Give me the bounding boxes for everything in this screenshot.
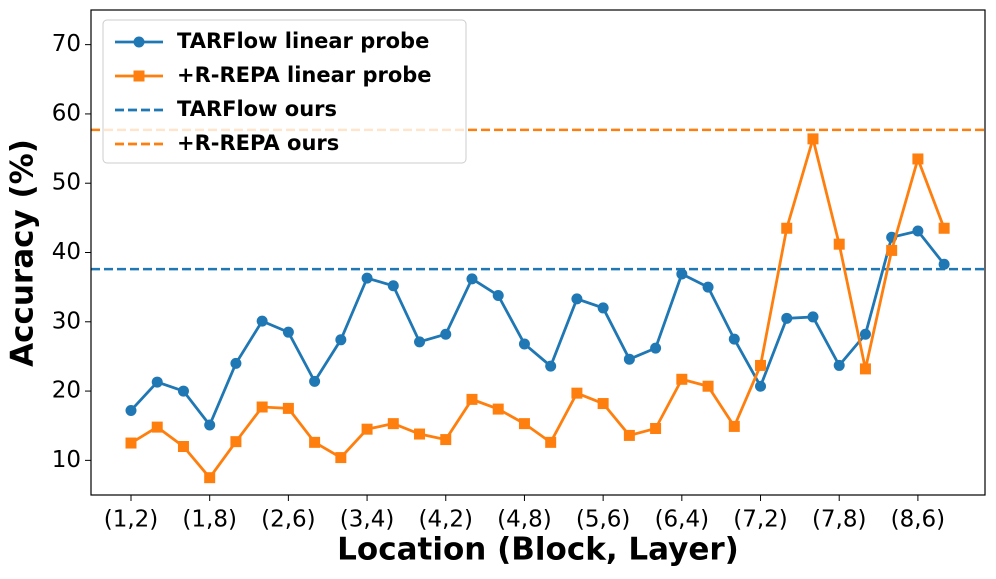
point	[518, 338, 530, 350]
point	[151, 421, 163, 433]
point	[912, 225, 924, 237]
point	[282, 402, 294, 414]
point	[545, 436, 557, 448]
point	[177, 385, 189, 397]
x-tick-label: (7,8)	[812, 507, 867, 533]
legend-marker	[133, 36, 145, 48]
point	[361, 272, 373, 284]
x-axis-label: Location (Block, Layer)	[337, 532, 739, 568]
point	[781, 312, 793, 324]
point	[807, 311, 819, 323]
legend-label: TARFlow linear probe	[177, 29, 429, 53]
point	[597, 398, 609, 410]
point	[414, 428, 426, 440]
x-tick-label: (1,8)	[182, 507, 237, 533]
point	[256, 401, 268, 413]
x-tick-label: (4,8)	[497, 507, 552, 533]
point	[204, 472, 216, 484]
y-tick-label: 10	[52, 447, 81, 473]
point	[650, 422, 662, 434]
point	[676, 373, 688, 385]
point	[938, 222, 950, 234]
point	[335, 334, 347, 346]
y-axis-label: Accuracy (%)	[5, 139, 41, 367]
y-tick-label: 40	[52, 239, 81, 265]
point	[335, 452, 347, 464]
point	[938, 258, 950, 270]
point	[781, 222, 793, 234]
series-line	[130, 133, 946, 480]
point	[204, 419, 216, 431]
legend-label: TARFlow ours	[177, 97, 337, 121]
point	[414, 336, 426, 348]
x-tick-label: (3,4)	[340, 507, 395, 533]
point	[702, 281, 714, 293]
x-tick-label: (8,6)	[891, 507, 946, 533]
point	[230, 357, 242, 369]
x-tick-label: (2,6)	[261, 507, 316, 533]
point	[623, 353, 635, 365]
legend-box	[102, 19, 467, 164]
point	[571, 293, 583, 305]
x-tick-label: (4,2)	[418, 507, 473, 533]
point	[387, 418, 399, 430]
point	[151, 376, 163, 388]
point	[177, 441, 189, 452]
y-tick-label: 50	[52, 170, 81, 196]
point	[728, 333, 740, 345]
point	[492, 403, 504, 415]
point	[466, 273, 478, 285]
point	[518, 418, 530, 430]
legend-marker	[133, 70, 145, 82]
point	[309, 436, 321, 448]
point	[912, 153, 924, 165]
point	[755, 380, 767, 392]
point	[125, 437, 137, 449]
x-tick-label: (6,4)	[655, 507, 710, 533]
point	[440, 434, 452, 446]
point	[571, 387, 583, 399]
point	[125, 404, 137, 416]
point	[650, 342, 662, 354]
point	[387, 280, 399, 292]
point	[676, 268, 688, 280]
point	[230, 436, 242, 448]
x-tick-label: (5,6)	[576, 507, 631, 533]
point	[859, 363, 871, 375]
y-tick-label: 30	[52, 308, 81, 334]
point	[466, 393, 478, 405]
point	[886, 244, 898, 256]
point	[309, 375, 321, 387]
point	[361, 423, 373, 435]
y-tick-label: 60	[52, 100, 81, 126]
point	[256, 315, 268, 327]
x-tick-label: (7,2)	[733, 507, 788, 533]
point	[728, 420, 740, 432]
x-tick-label: (1,2)	[104, 507, 159, 533]
point	[492, 289, 504, 301]
point	[623, 429, 635, 441]
series-line	[129, 229, 946, 428]
point	[597, 302, 609, 314]
plot-frame	[90, 9, 986, 496]
legend-label: +R-REPA ours	[177, 131, 339, 155]
point	[755, 359, 767, 371]
point	[440, 328, 452, 340]
point	[282, 326, 294, 338]
point	[833, 359, 845, 371]
y-tick-label: 70	[52, 31, 81, 57]
point	[859, 328, 871, 340]
point	[833, 238, 845, 250]
point	[702, 380, 714, 392]
point	[545, 360, 557, 372]
point	[807, 133, 819, 145]
legend-label: +R-REPA linear probe	[177, 63, 432, 87]
y-tick-label: 20	[52, 378, 81, 404]
